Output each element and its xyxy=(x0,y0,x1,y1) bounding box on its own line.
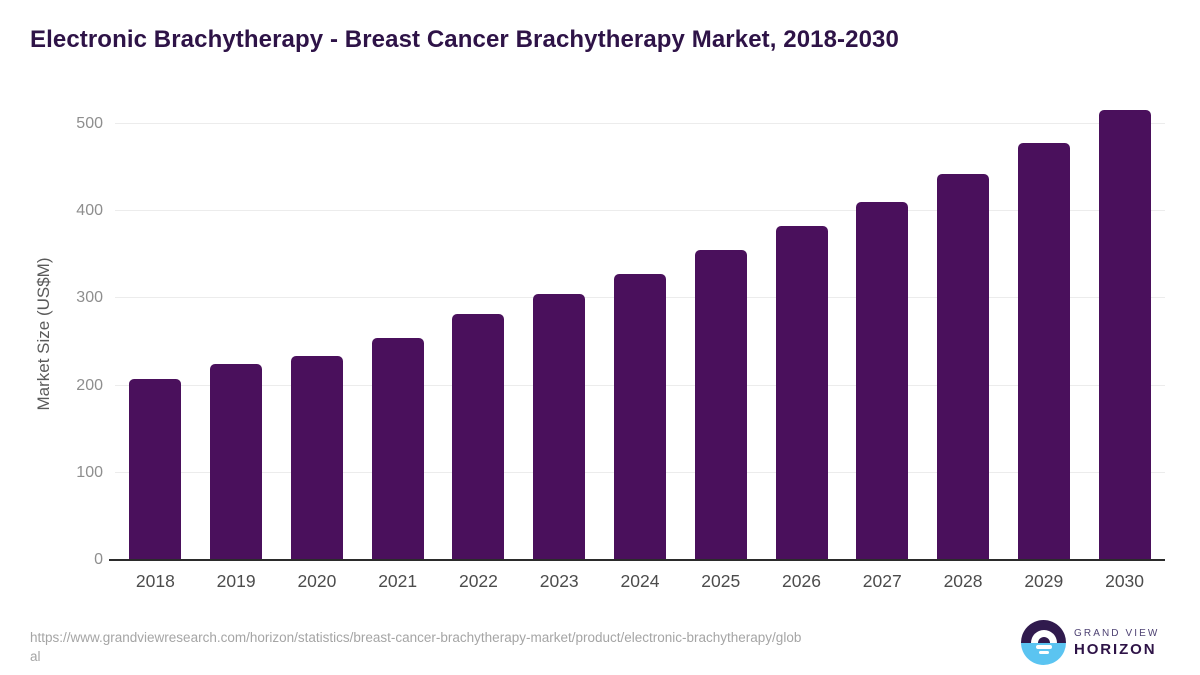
bar-2028 xyxy=(937,173,990,560)
x-tick-label-2022: 2022 xyxy=(458,571,498,591)
bar-2025 xyxy=(694,250,747,560)
x-tick-label-2030: 2030 xyxy=(1105,571,1145,591)
bar-slot-2029 xyxy=(1003,110,1084,560)
bar-slot-2025 xyxy=(680,110,761,560)
bar-2023 xyxy=(533,294,586,560)
y-tick-label-200: 200 xyxy=(76,376,103,394)
bar-2027 xyxy=(856,201,909,560)
bar-2018 xyxy=(129,378,182,560)
y-tick-label-100: 100 xyxy=(76,463,103,481)
bar-slot-2019 xyxy=(196,110,277,560)
x-tick-label-2021: 2021 xyxy=(378,571,418,591)
x-tick-label-2018: 2018 xyxy=(135,571,175,591)
x-tick-label-2029: 2029 xyxy=(1024,571,1064,591)
bar-2029 xyxy=(1017,143,1070,560)
source-url: https://www.grandviewresearch.com/horizo… xyxy=(30,628,801,666)
sun-arch-shape xyxy=(1030,629,1057,643)
bar-2021 xyxy=(371,337,424,560)
gridline-500 xyxy=(115,123,1165,124)
x-axis-line xyxy=(109,559,1165,561)
source-url-line-2: al xyxy=(30,649,41,664)
y-axis-tick-labels: 0 100 200 300 400 500 xyxy=(0,110,103,568)
y-tick-label-500: 500 xyxy=(76,115,103,132)
x-tick-label-2028: 2028 xyxy=(943,571,983,591)
sun-arch-hole xyxy=(1037,636,1050,643)
x-tick-label-2019: 2019 xyxy=(216,571,256,591)
bar-2026 xyxy=(775,226,828,560)
source-url-line-1: https://www.grandviewresearch.com/horizo… xyxy=(30,630,802,645)
grand-view-horizon-logo: GRAND VIEW HORIZON xyxy=(1021,620,1159,665)
bar-2030 xyxy=(1098,110,1151,560)
y-tick-label-0: 0 xyxy=(94,551,103,568)
x-axis-tick-labels: 2018 2019 2020 2021 2022 2023 2024 2025 2026 2027… xyxy=(115,571,1165,592)
reflection-dash-1 xyxy=(1035,645,1052,649)
x-tick-label-2025: 2025 xyxy=(701,571,741,591)
bar-2019 xyxy=(210,363,263,560)
x-tick-label-2023: 2023 xyxy=(539,571,579,591)
gridline-400 xyxy=(115,210,1165,212)
y-tick-label-300: 300 xyxy=(76,289,103,307)
bar-slot-2021 xyxy=(357,110,438,560)
bar-slot-2023 xyxy=(519,110,600,560)
bar-2024 xyxy=(613,273,666,560)
logo-wordmark: GRAND VIEW HORIZON xyxy=(1074,628,1159,658)
bar-slot-2026 xyxy=(761,110,842,560)
bar-slot-2022 xyxy=(438,110,519,560)
x-tick-label-2027: 2027 xyxy=(862,571,902,591)
reflection-dash-2 xyxy=(1038,651,1049,654)
bar-2022 xyxy=(452,314,505,560)
bar-slot-2028 xyxy=(923,110,1004,560)
x-tick-label-2024: 2024 xyxy=(620,571,660,591)
plot-area xyxy=(109,110,1165,561)
y-tick-label-400: 400 xyxy=(76,202,103,220)
bar-slot-2027 xyxy=(842,110,923,560)
bar-slot-2030 xyxy=(1084,110,1165,560)
logo-horizon-text: HORIZON xyxy=(1074,640,1157,658)
chart-title: Electronic Brachytherapy - Breast Cancer… xyxy=(30,26,899,53)
bar-slot-2024 xyxy=(600,110,681,560)
logo-grand-view-text: GRAND VIEW xyxy=(1074,627,1160,639)
bar-slot-2020 xyxy=(277,110,358,560)
bars-group xyxy=(115,110,1165,560)
bar-2020 xyxy=(290,355,343,560)
x-tick-label-2026: 2026 xyxy=(782,571,821,591)
x-tick-label-2020: 2020 xyxy=(297,571,337,591)
bar-slot-2018 xyxy=(115,110,196,560)
horizon-sunrise-icon xyxy=(1021,620,1066,665)
